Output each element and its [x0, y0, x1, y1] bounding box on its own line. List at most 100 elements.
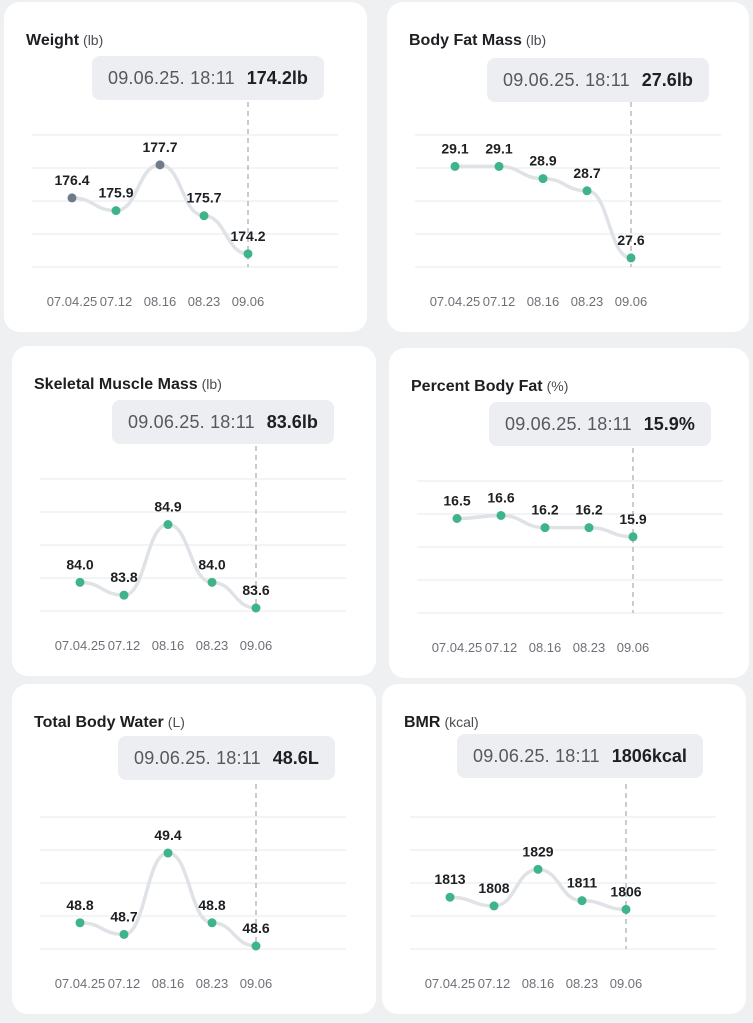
series-line — [70, 163, 250, 256]
data-point — [243, 249, 253, 259]
card-unit: (%) — [546, 378, 569, 394]
x-tick-label: 08.16 — [152, 976, 185, 991]
percent-body-fat-card[interactable]: Percent Body Fat (%) 09.06.25. 18:11 15.9… — [389, 348, 749, 678]
data-point — [496, 510, 506, 520]
tooltip-timestamp: 09.06.25. 18:11 — [503, 69, 630, 90]
data-label: 175.7 — [186, 190, 221, 206]
data-label: 84.0 — [198, 556, 225, 572]
x-tick-label: 08.16 — [152, 638, 185, 653]
data-label: 15.9 — [619, 511, 646, 527]
skeletal-muscle-mass-chart[interactable]: 84.0 83.8 84.9 84.0 83.6 07.04.25 07.12 08.16 08… — [12, 346, 376, 676]
data-label: 48.8 — [66, 897, 93, 913]
tooltip-value: 27.6lb — [641, 69, 693, 90]
card-title: Skeletal Muscle Mass (lb) — [34, 376, 222, 394]
card-title-text: Body Fat Mass — [409, 32, 522, 49]
data-point — [452, 514, 462, 523]
x-tick-label: 08.23 — [571, 294, 604, 309]
value-tooltip: 09.06.25. 18:11 83.6lb — [112, 400, 334, 444]
data-point — [626, 253, 636, 263]
x-tick-label: 07.04.25 — [430, 294, 481, 309]
data-point — [155, 160, 165, 170]
card-title-text: Skeletal Muscle Mass — [34, 376, 198, 393]
skeletal-muscle-mass-card[interactable]: Skeletal Muscle Mass (lb) 09.06.25. 18:11… — [12, 346, 376, 676]
x-tick-label: 07.04.25 — [432, 640, 483, 655]
data-label: 1829 — [522, 843, 553, 859]
data-point — [582, 186, 592, 196]
data-point — [538, 174, 548, 184]
data-label: 29.1 — [441, 140, 468, 156]
tooltip-value: 15.9% — [643, 413, 695, 434]
x-tick-label: 08.16 — [527, 294, 560, 309]
card-title: Percent Body Fat (%) — [411, 378, 568, 396]
data-point — [621, 904, 631, 914]
data-point — [251, 603, 261, 613]
data-point — [494, 161, 504, 171]
card-title-text: Weight — [26, 32, 80, 49]
series-line — [78, 522, 258, 610]
data-label: 28.9 — [529, 153, 556, 169]
percent-body-fat-chart[interactable]: 16.5 16.6 16.2 16.2 15.9 07.04.25 07.12 08.16 08… — [389, 348, 749, 678]
x-tick-label: 08.16 — [144, 294, 177, 309]
tooltip-timestamp: 09.06.25. 18:11 — [108, 67, 235, 88]
tooltip-value: 48.6L — [272, 747, 319, 768]
data-point — [199, 211, 209, 221]
weight-card[interactable]: Weight (lb) 09.06.25. 18:11 174.2lb 176.4… — [4, 2, 367, 332]
data-point — [489, 901, 499, 911]
data-label: 176.4 — [54, 172, 89, 188]
data-label: 16.6 — [487, 489, 514, 505]
data-point — [584, 523, 594, 533]
card-unit: (kcal) — [444, 714, 479, 730]
data-label: 1806 — [610, 883, 641, 899]
data-point — [75, 918, 85, 928]
data-label: 48.8 — [198, 897, 225, 913]
data-point — [75, 577, 85, 587]
data-label: 28.7 — [573, 165, 600, 181]
data-point — [163, 520, 173, 530]
value-tooltip: 09.06.25. 18:11 1806kcal — [457, 734, 703, 778]
total-body-water-chart[interactable]: 48.8 48.7 49.4 48.8 48.6 07.04.25 07.12 08.16 08… — [12, 684, 376, 1014]
weight-chart[interactable]: 176.4 175.9 177.7 175.7 174.2 07.04.25 07.12 08… — [4, 2, 367, 332]
x-tick-label: 07.04.25 — [425, 976, 476, 991]
card-title: Body Fat Mass (lb) — [409, 32, 546, 50]
data-point — [540, 523, 550, 533]
series-line — [448, 867, 628, 912]
body-fat-mass-chart[interactable]: 29.1 29.1 28.9 28.7 27.6 07.04.25 07.12 08.16 08… — [387, 2, 749, 332]
x-tick-label: 07.12 — [108, 638, 141, 653]
data-point — [111, 206, 121, 216]
x-tick-label: 07.12 — [485, 640, 518, 655]
x-tick-label: 08.16 — [529, 640, 562, 655]
data-label: 48.7 — [110, 908, 137, 924]
data-label: 1811 — [567, 875, 598, 891]
x-tick-label: 07.12 — [478, 976, 511, 991]
tooltip-timestamp: 09.06.25. 18:11 — [473, 745, 600, 766]
card-unit: (lb) — [525, 32, 547, 48]
data-point — [207, 577, 217, 587]
gridlines — [32, 134, 338, 268]
data-point — [67, 193, 77, 203]
bmr-chart[interactable]: 1813 1808 1829 1811 1806 07.04.25 07.12 08.16 08… — [382, 684, 746, 1014]
data-point — [163, 848, 173, 858]
tooltip-timestamp: 09.06.25. 18:11 — [505, 413, 632, 434]
series-line — [78, 851, 258, 948]
x-tick-label: 08.23 — [566, 976, 599, 991]
data-point — [450, 161, 460, 171]
tooltip-value: 174.2lb — [246, 67, 308, 88]
bmr-card[interactable]: BMR (kcal) 09.06.25. 18:11 1806kcal 1813 1… — [382, 684, 746, 1014]
data-label: 84.0 — [66, 556, 93, 572]
card-title: Weight (lb) — [26, 32, 103, 50]
x-tick-label: 08.23 — [196, 976, 229, 991]
x-tick-label: 09.06 — [232, 294, 265, 309]
card-title-text: Total Body Water — [34, 714, 164, 731]
gridlines — [410, 816, 716, 950]
tooltip-value: 83.6lb — [266, 411, 318, 432]
data-label: 1813 — [434, 871, 465, 887]
data-point — [119, 929, 129, 939]
x-tick-label: 07.12 — [483, 294, 516, 309]
data-label: 174.2 — [230, 228, 265, 244]
total-body-water-card[interactable]: Total Body Water (L) 09.06.25. 18:11 48.6… — [12, 684, 376, 1014]
body-fat-mass-card[interactable]: Body Fat Mass (lb) 09.06.25. 18:11 27.6lb… — [387, 2, 749, 332]
data-point — [577, 896, 587, 906]
value-tooltip: 09.06.25. 18:11 27.6lb — [487, 58, 709, 102]
x-tick-label: 07.12 — [100, 294, 133, 309]
gridlines — [417, 480, 723, 614]
